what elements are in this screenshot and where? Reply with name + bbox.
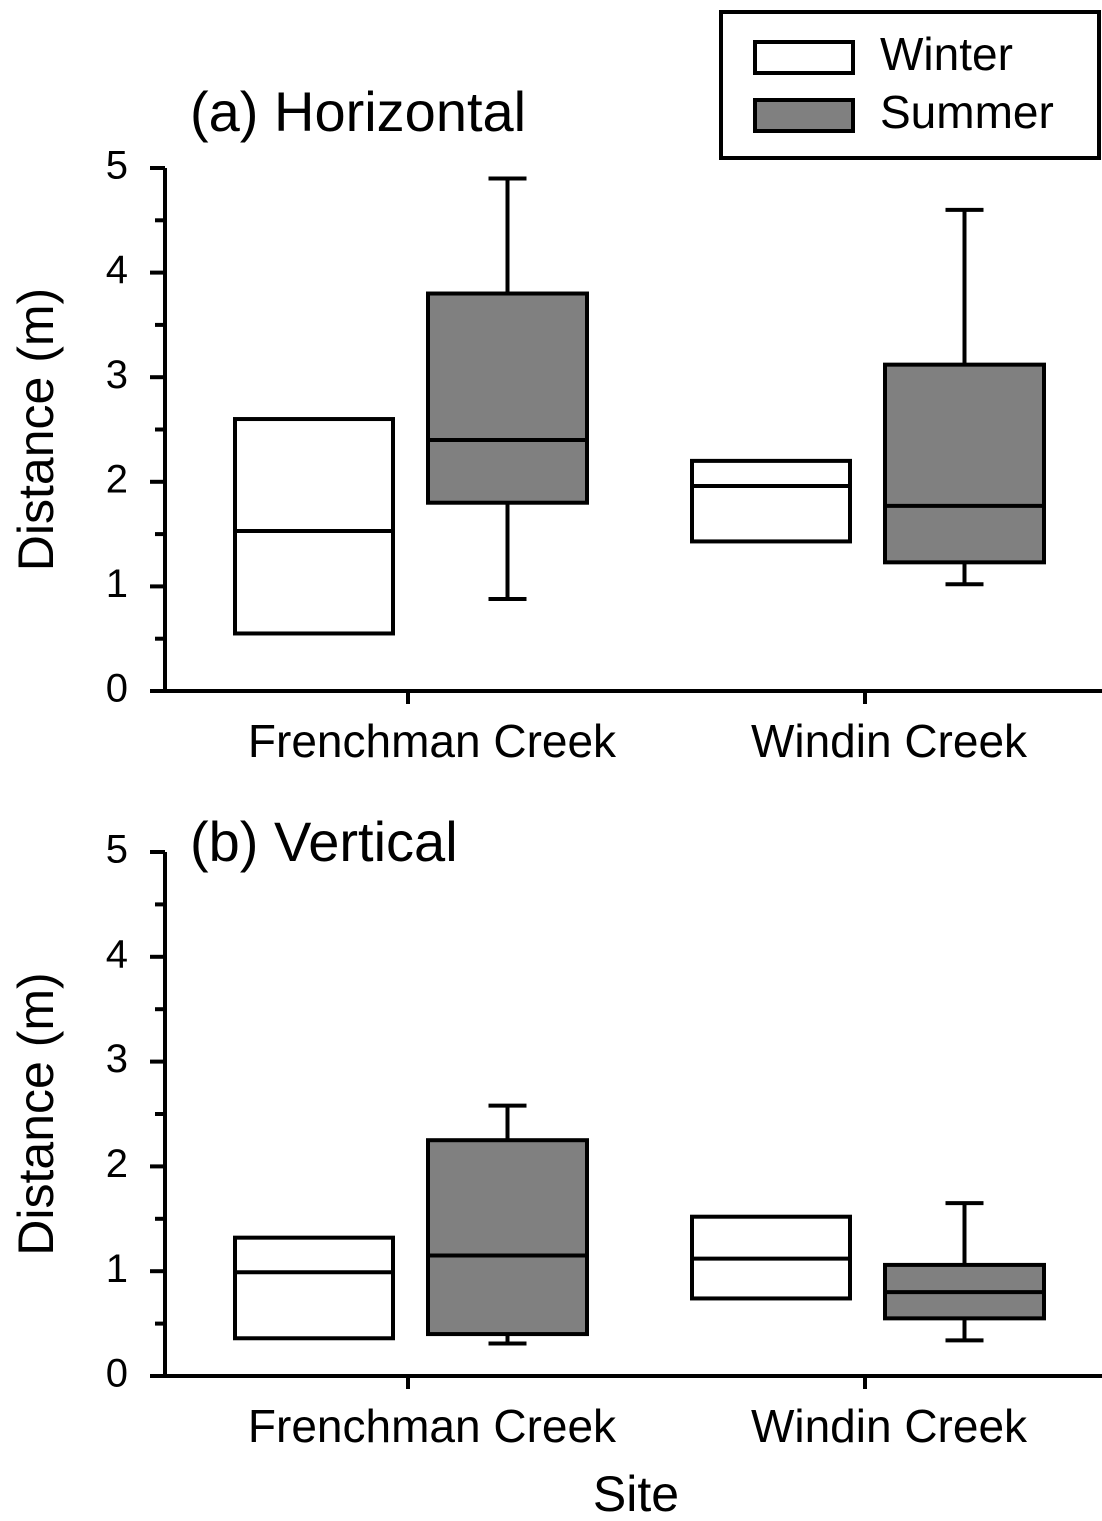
x-tick-label: Windin Creek bbox=[751, 1400, 1028, 1452]
legend-frame bbox=[719, 10, 1101, 160]
y-tick-label: 1 bbox=[106, 562, 128, 606]
box bbox=[233, 1235, 395, 1341]
legend-label: Winter bbox=[880, 28, 1013, 80]
y-tick-label: 0 bbox=[106, 667, 128, 711]
box bbox=[426, 291, 589, 505]
x-tick-label: Frenchman Creek bbox=[248, 715, 617, 767]
x-tick-label: Frenchman Creek bbox=[248, 1400, 617, 1452]
y-tick-label: 3 bbox=[106, 1037, 128, 1081]
y-tick-label: 2 bbox=[106, 457, 128, 501]
y-axis-label: Distance (m) bbox=[8, 288, 64, 571]
x-tick-label: Windin Creek bbox=[751, 715, 1028, 767]
x-axis-label: Site bbox=[593, 1466, 679, 1521]
y-axis-label: Distance (m) bbox=[8, 972, 64, 1255]
y-tick-label: 0 bbox=[106, 1352, 128, 1396]
legend-swatch bbox=[753, 40, 855, 75]
panel-title: (a) Horizontal bbox=[190, 80, 526, 143]
box bbox=[426, 1138, 589, 1337]
y-tick-label: 5 bbox=[106, 144, 128, 188]
y-tick-label: 4 bbox=[106, 932, 128, 976]
box bbox=[690, 458, 852, 544]
box bbox=[233, 417, 395, 636]
box bbox=[883, 362, 1046, 565]
y-tick-label: 2 bbox=[106, 1142, 128, 1186]
y-tick-label: 5 bbox=[106, 828, 128, 872]
y-tick-label: 3 bbox=[106, 353, 128, 397]
legend-swatch bbox=[753, 98, 855, 133]
y-tick-label: 1 bbox=[106, 1247, 128, 1291]
y-tick-label: 4 bbox=[106, 248, 128, 292]
panel-title: (b) Vertical bbox=[190, 810, 458, 873]
legend-label: Summer bbox=[880, 86, 1054, 138]
